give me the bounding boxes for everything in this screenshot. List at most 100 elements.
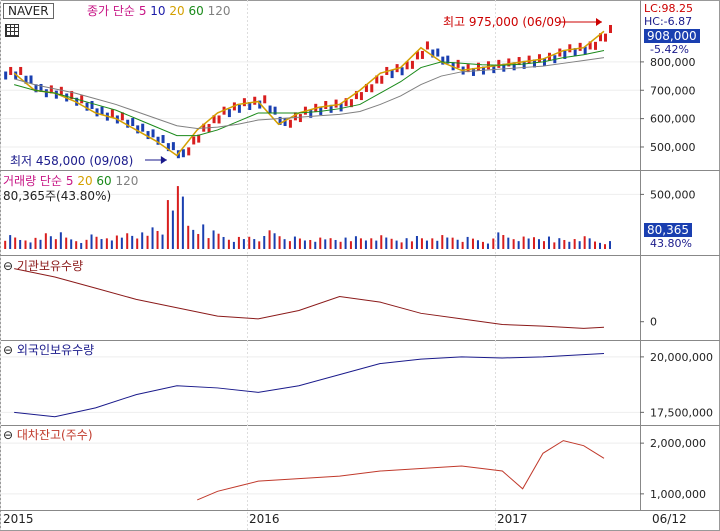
price-candle (370, 84, 374, 93)
volume-bar (517, 241, 520, 249)
price-candle (527, 55, 531, 64)
price-candle (517, 57, 521, 66)
volume-bar (370, 238, 373, 249)
volume-bar (415, 236, 418, 249)
vol-ma-5: 5 (65, 174, 74, 188)
price-ma20-line (13, 30, 605, 157)
price-candle (242, 98, 246, 107)
volume-bar (461, 241, 464, 249)
price-candle (594, 41, 597, 50)
volume-bar (497, 232, 500, 249)
volume-bar (156, 230, 159, 249)
current-volume-tag: 80,365 (644, 223, 692, 237)
price-candle (568, 44, 572, 53)
volume-bar (197, 233, 200, 249)
price-candle (324, 101, 328, 110)
price-candle (171, 142, 175, 151)
volume-bar (542, 241, 545, 249)
volume-bar (594, 241, 596, 249)
volume-bar (258, 241, 261, 249)
price-candle (80, 95, 84, 104)
collapse-icon[interactable]: ⊖ (3, 259, 14, 273)
price-candle (268, 105, 272, 114)
current-price-tag: 908,000 (644, 29, 700, 43)
symbol-box[interactable]: NAVER (3, 3, 54, 19)
low-arrow-head (160, 156, 167, 164)
volume-bar (375, 240, 378, 249)
volume-bar (380, 235, 383, 249)
volume-bar (522, 236, 525, 249)
volume-bar (359, 238, 362, 249)
volume-bar (171, 210, 174, 249)
volume-bar (217, 233, 220, 249)
ma-period-5: 5 (138, 4, 147, 18)
price-candle (4, 71, 8, 80)
price-candle (90, 101, 94, 110)
price-candle (39, 83, 43, 92)
lc-label: LC:98.25 (644, 2, 694, 15)
ma-120-line (14, 57, 605, 130)
volume-bar (65, 237, 68, 249)
price-candle (273, 106, 277, 115)
volume-bar (547, 236, 550, 249)
price-candle (298, 114, 302, 123)
volume-bar (202, 224, 205, 249)
ma-period-60: 60 (188, 4, 204, 18)
volume-bar (24, 240, 27, 249)
y-tick-label: 20,000,000 (650, 351, 713, 364)
volume-bar (400, 242, 403, 249)
collapse-icon[interactable]: ⊖ (3, 343, 14, 357)
volume-bar (70, 239, 73, 249)
ma-period-10: 10 (150, 4, 166, 18)
volume-bar (253, 239, 256, 249)
volume-bar (568, 241, 571, 249)
volume-bar (110, 240, 113, 249)
price-candle (375, 75, 379, 84)
volume-bar (537, 239, 540, 249)
price-candle (44, 89, 48, 98)
price-candle (253, 96, 257, 105)
price-candle (248, 101, 252, 110)
volume-ma-title: 거래량 단순 (3, 174, 63, 188)
price-candle (405, 61, 409, 70)
volume-bar (344, 237, 347, 249)
ma-period-20: 20 (169, 4, 185, 18)
collapse-icon[interactable]: ⊖ (3, 428, 14, 442)
volume-bar (232, 241, 235, 249)
price-candle (263, 95, 267, 104)
volume-bar (583, 236, 586, 249)
volume-bar (39, 239, 42, 249)
price-ma-title: 종가 단순 (87, 4, 135, 18)
price-candle (588, 41, 592, 50)
grid-icon[interactable] (5, 24, 19, 37)
price-candle (156, 136, 160, 145)
price-candle (54, 90, 58, 99)
volume-bar (573, 239, 576, 249)
volume-bar (227, 239, 230, 249)
volume-bar (553, 242, 556, 249)
price-candle (227, 109, 231, 118)
y-tick-label: 2,000,000 (650, 437, 706, 450)
volume-bar (4, 240, 7, 249)
y-tick-label: 17,500,000 (650, 406, 713, 419)
volume-bar (131, 235, 134, 249)
y-tick-label: 600,000 (650, 113, 696, 126)
price-candle (151, 129, 155, 138)
volume-bar (334, 239, 337, 249)
volume-bar (120, 237, 123, 249)
y-tick-label: 700,000 (650, 84, 696, 97)
price-candle (390, 70, 394, 79)
price-candle (95, 108, 99, 117)
volume-bar (136, 238, 139, 249)
price-candle (512, 62, 516, 71)
x-label-date: 06/12 (652, 512, 687, 526)
volume-bar (222, 236, 225, 249)
y-tick-label: 500,000 (650, 188, 696, 201)
volume-bar (431, 238, 434, 249)
loan-balance-line (197, 440, 605, 501)
price-candle (14, 71, 18, 80)
volume-bar (29, 242, 32, 249)
volume-bar (242, 239, 245, 249)
price-candle (197, 134, 201, 143)
